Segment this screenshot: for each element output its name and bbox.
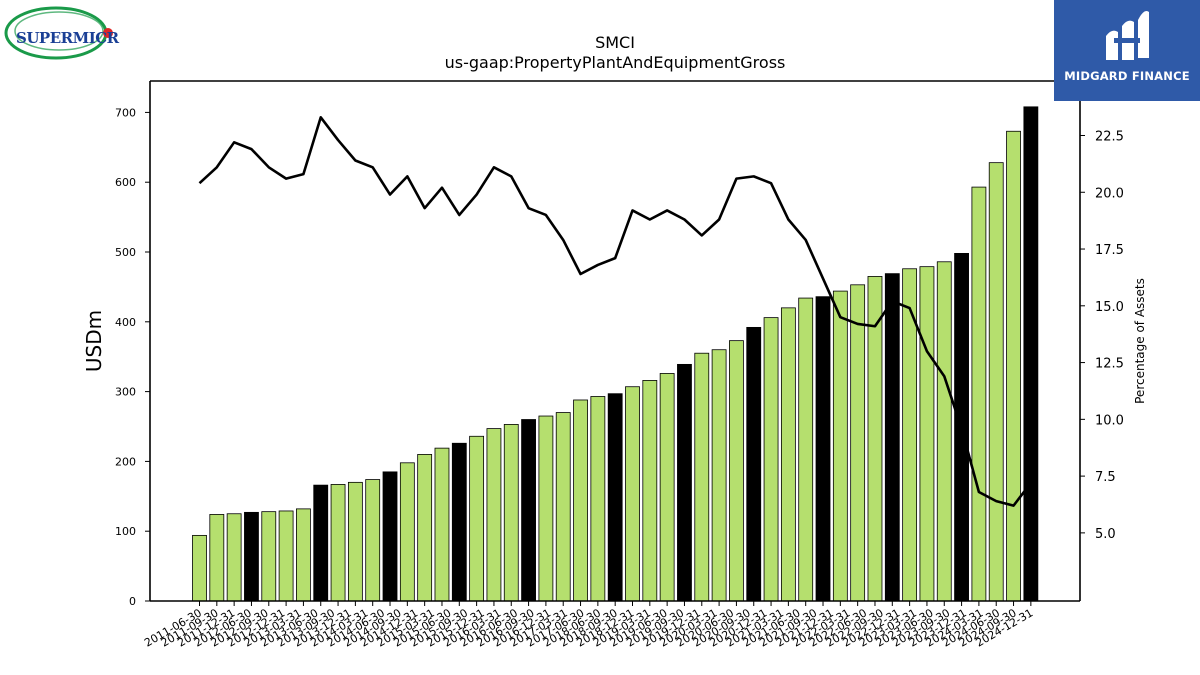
- bar: [884, 273, 900, 602]
- y2-tick-label: 7.5: [1095, 470, 1116, 485]
- bar: [988, 162, 1004, 602]
- bar: [659, 373, 675, 602]
- bar: [694, 352, 710, 602]
- bar: [261, 511, 277, 602]
- bar: [451, 442, 467, 602]
- bar-series: [192, 106, 1039, 602]
- bar: [1023, 106, 1039, 602]
- bar: [832, 290, 848, 602]
- bar: [313, 484, 329, 602]
- bar: [936, 261, 952, 602]
- bar: [677, 363, 692, 602]
- x-axis-ticks: 2011-06-302011-09-302011-12-312012-06-30…: [142, 601, 1035, 650]
- bar: [365, 479, 381, 602]
- y-tick-label: 100: [115, 525, 136, 538]
- bar: [746, 326, 762, 602]
- bar: [521, 419, 536, 602]
- bar: [763, 317, 779, 602]
- bar: [278, 510, 294, 602]
- bar: [330, 484, 346, 602]
- y2-tick-label: 22.5: [1095, 129, 1124, 144]
- y2-tick-label: 15.0: [1095, 300, 1124, 315]
- y2-tick-label: 10.0: [1095, 413, 1124, 428]
- midgard-finance-logo: MIDGARD FINANCE: [1054, 0, 1200, 101]
- bar: [729, 340, 744, 602]
- bar: [417, 454, 433, 602]
- bar: [244, 511, 259, 602]
- bar: [815, 296, 831, 602]
- bar: [642, 380, 658, 602]
- y2-tick-label: 12.5: [1095, 357, 1124, 372]
- bar: [798, 297, 814, 602]
- midgard-finance-logo-text: MIDGARD FINANCE: [1064, 69, 1190, 83]
- percentage-line: [198, 116, 1032, 507]
- midgard-emblem-icon: [1106, 11, 1149, 61]
- bar: [1006, 130, 1021, 602]
- bar: [573, 399, 588, 602]
- y-tick-label: 400: [115, 316, 136, 329]
- bar: [209, 514, 225, 602]
- bar: [226, 513, 242, 602]
- bar: [538, 415, 554, 602]
- bar: [919, 266, 935, 602]
- y2-tick-label: 20.0: [1095, 186, 1124, 201]
- y-tick-label: 200: [115, 455, 136, 468]
- bar: [555, 412, 571, 602]
- bar: [469, 435, 485, 602]
- bar: [486, 428, 502, 602]
- bar: [711, 349, 727, 602]
- y2-axis-label: Percentage of Assets: [1133, 278, 1147, 404]
- y-tick-label: 0: [129, 595, 136, 608]
- y-axis-label: USDm: [82, 310, 106, 372]
- bar: [625, 386, 640, 602]
- y2-tick-label: 17.5: [1095, 243, 1124, 258]
- right-axis-ticks: 5.0 7.5 10.0 12.5 15.0 17.5 20.0 22.5: [1080, 129, 1124, 542]
- bar: [434, 447, 450, 602]
- bar: [347, 481, 363, 602]
- left-axis-ticks: 0 100 200 300 400 500 600 700: [115, 106, 150, 608]
- y-tick-label: 300: [115, 386, 136, 399]
- supermicro-logo: SUPERMICR: [4, 5, 119, 61]
- supermicro-logo-text: SUPERMICR: [16, 29, 119, 47]
- bar: [503, 424, 519, 602]
- bar: [382, 471, 398, 602]
- chart-subtitle: us-gaap:PropertyPlantAndEquipmentGross: [444, 53, 786, 72]
- y-tick-label: 500: [115, 246, 136, 259]
- y-tick-label: 600: [115, 176, 136, 189]
- percentage-line-series: [198, 116, 1032, 507]
- bar: [971, 186, 987, 602]
- bar: [296, 508, 311, 602]
- bar: [850, 284, 866, 602]
- bar: [607, 393, 623, 602]
- y-tick-label: 700: [115, 106, 136, 119]
- bar: [192, 534, 207, 602]
- bar: [399, 462, 415, 602]
- chart-title: SMCI: [595, 33, 635, 52]
- y2-tick-label: 5.0: [1095, 527, 1116, 542]
- bar: [780, 307, 796, 602]
- bar: [590, 396, 606, 602]
